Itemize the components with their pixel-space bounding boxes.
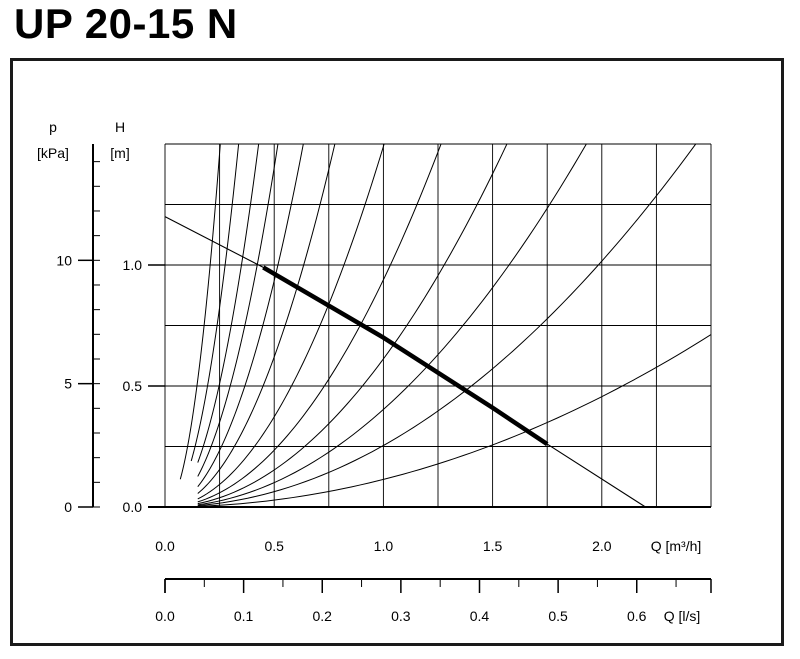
operating-range-line — [262, 265, 549, 446]
pressure-axis-tick-label: 0 — [64, 499, 72, 515]
flow-ls-tick-label: 0.4 — [470, 608, 490, 624]
chart-title: UP 20-15 N — [14, 0, 238, 47]
system-curve — [197, 144, 279, 477]
system-curve — [197, 144, 385, 500]
flow-m3h-tick-label: 2.0 — [592, 538, 612, 554]
axes: 1.0 0.5 0.0 10 5 0 0.0 0.5 1.0 1.5 2.0 0.0 0.1 0.2 0.3… — [56, 144, 712, 624]
pressure-axis-tick-label: 5 — [64, 376, 72, 392]
grid — [164, 143, 712, 508]
flow-ls-axis-label: Q [l/s] — [664, 608, 701, 624]
system-curve — [197, 334, 711, 507]
flow-m3h-tick-label: 0.0 — [155, 538, 175, 554]
pressure-axis-label-symbol: p — [49, 119, 57, 135]
series — [164, 216, 646, 508]
flow-ls-tick-label: 0.5 — [548, 608, 568, 624]
system-curves — [179, 144, 711, 507]
system-curve — [197, 144, 587, 506]
system-curve — [197, 144, 508, 505]
flow-m3h-tick-label: 1.5 — [483, 538, 503, 554]
head-axis-tick-label: 0.5 — [123, 378, 143, 394]
chart-frame — [10, 58, 784, 646]
system-curve — [197, 144, 260, 463]
pressure-axis-tick-label: 10 — [56, 252, 72, 268]
flow-m3h-tick-label: 0.5 — [264, 538, 284, 554]
flow-ls-tick-label: 0.0 — [155, 608, 175, 624]
head-axis-tick-label: 1.0 — [123, 257, 143, 273]
system-curve — [190, 144, 240, 462]
flow-ls-tick-label: 0.2 — [313, 608, 333, 624]
pressure-axis-label-unit: [kPa] — [37, 145, 69, 161]
flow-m3h-axis-label: Q [m³/h] — [651, 538, 702, 554]
system-curve — [179, 144, 221, 480]
system-curve — [197, 144, 304, 487]
flow-ls-tick-label: 0.3 — [391, 608, 411, 624]
pump-curve-line — [164, 216, 646, 508]
head-axis-tick-label: 0.0 — [123, 499, 143, 515]
flow-ls-tick-label: 0.1 — [234, 608, 254, 624]
head-axis-label-unit: [m] — [110, 145, 129, 161]
system-curve — [197, 144, 442, 503]
system-curve — [197, 144, 697, 507]
system-curve — [197, 144, 336, 494]
flow-m3h-tick-label: 1.0 — [374, 538, 394, 554]
head-axis-label-symbol: H — [115, 119, 125, 135]
flow-ls-tick-label: 0.6 — [627, 608, 647, 624]
